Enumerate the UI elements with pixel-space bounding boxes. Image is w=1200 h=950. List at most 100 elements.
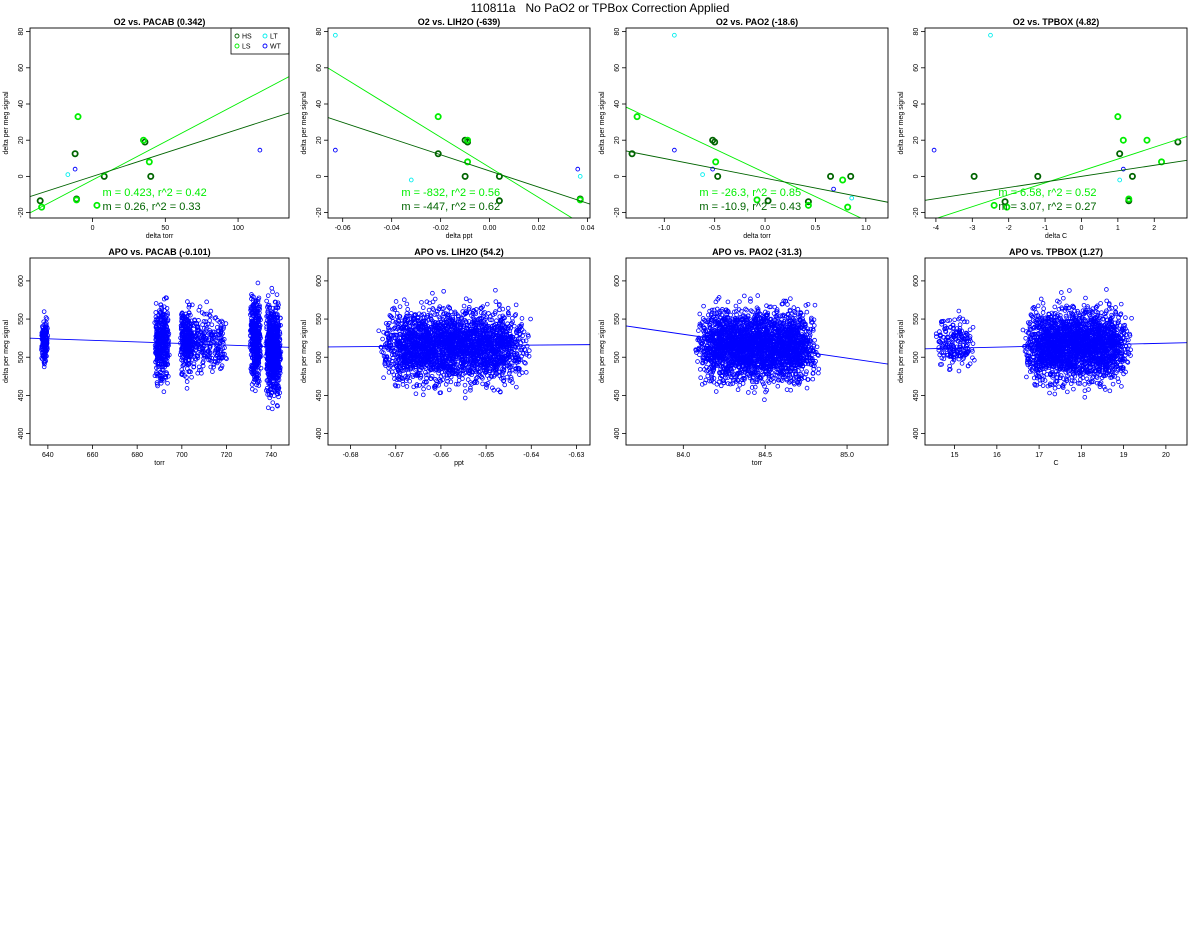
point-apo	[522, 360, 527, 365]
point-apo	[485, 356, 490, 361]
point-apo	[482, 347, 488, 353]
point-apo	[392, 348, 397, 354]
point-apo	[160, 364, 166, 369]
point-apo	[448, 309, 454, 315]
point-lt	[988, 32, 993, 38]
point-wt	[575, 166, 581, 172]
y-axis-label: delta per meg signal	[301, 91, 308, 154]
point-apo	[178, 349, 184, 355]
point-apo	[428, 362, 434, 368]
point-apo	[201, 311, 207, 317]
fit-label-ls: m = 0.423, r^2 = 0.42	[103, 187, 207, 199]
point-apo	[271, 331, 276, 337]
point-apo	[271, 366, 276, 372]
point-hs	[461, 172, 469, 180]
y-tick-label: 600	[18, 275, 25, 287]
point-apo	[441, 364, 447, 370]
point-apo	[438, 360, 443, 366]
point-apo	[186, 310, 192, 315]
x-tick-label: 0.02	[532, 225, 546, 232]
point-apo	[483, 382, 489, 387]
point-apo	[424, 354, 429, 359]
point-apo	[397, 314, 403, 319]
point-apo	[165, 380, 170, 386]
plot-area	[328, 287, 590, 401]
plot-area	[925, 32, 1187, 218]
point-apo	[215, 350, 221, 356]
chart-panel-5: APO vs. PACAB (-0.101)640 660 680 700 720 740…	[3, 247, 290, 467]
y-tick-label: 60	[614, 64, 621, 72]
point-apo	[42, 359, 47, 365]
point-apo	[415, 315, 421, 321]
point-apo	[184, 353, 190, 359]
point-apo	[420, 352, 425, 357]
point-apo	[277, 390, 283, 396]
point-apo	[269, 372, 275, 378]
point-apo	[188, 349, 194, 355]
point-apo	[491, 322, 497, 328]
page-title: 110811a No PaO2 or TPBox Correction Appl…	[470, 1, 730, 15]
point-apo	[469, 372, 474, 377]
point-apo	[387, 313, 393, 318]
point-apo	[466, 307, 472, 312]
y-tick-label: 0	[316, 174, 323, 178]
point-apo	[455, 313, 461, 319]
point-apo	[271, 393, 277, 399]
point-apo	[276, 385, 281, 391]
point-apo	[195, 355, 201, 361]
point-apo	[255, 380, 261, 386]
x-tick-label: -1	[1042, 225, 1048, 232]
point-apo	[479, 363, 485, 369]
point-apo	[275, 330, 280, 335]
x-tick-label: -0.02	[433, 225, 449, 232]
point-apo	[405, 374, 410, 380]
point-apo	[452, 322, 458, 327]
point-apo	[401, 297, 407, 303]
point-apo	[254, 350, 259, 356]
point-hs	[847, 172, 855, 180]
point-apo	[395, 383, 401, 389]
point-apo	[155, 364, 161, 370]
y-tick-label: 550	[316, 313, 323, 325]
point-apo	[257, 324, 262, 330]
point-apo	[459, 350, 465, 356]
point-apo	[462, 370, 468, 376]
point-apo	[212, 359, 218, 365]
point-apo	[501, 378, 506, 384]
point-apo	[275, 312, 280, 317]
point-apo	[498, 347, 504, 353]
point-apo	[254, 337, 260, 342]
point-apo	[381, 344, 387, 350]
point-apo	[450, 322, 456, 328]
point-ls	[839, 176, 847, 184]
point-apo	[277, 368, 283, 374]
point-apo	[216, 345, 222, 350]
y-tick-label: 0	[913, 174, 920, 178]
point-apo	[423, 379, 429, 384]
point-apo	[270, 400, 276, 405]
point-apo	[460, 323, 466, 329]
point-apo	[484, 325, 489, 330]
point-apo	[179, 372, 185, 378]
point-apo	[207, 318, 212, 323]
point-apo	[211, 339, 216, 345]
point-apo	[253, 363, 259, 369]
point-apo	[249, 382, 255, 387]
fit-label-ls: m = -26.3, r^2 = 0.85	[699, 187, 801, 199]
x-tick-label: 50	[161, 225, 169, 232]
point-apo	[523, 360, 528, 366]
point-apo	[423, 372, 429, 378]
point-apo	[275, 333, 281, 338]
point-hs	[1128, 172, 1136, 180]
point-apo	[217, 355, 222, 361]
point-apo	[275, 371, 280, 376]
point-apo	[517, 372, 522, 377]
point-apo	[161, 312, 167, 318]
point-lt	[672, 32, 677, 38]
point-apo	[268, 317, 274, 323]
point-apo	[480, 304, 485, 309]
point-apo	[493, 309, 498, 314]
y-tick-label: -20	[614, 207, 621, 217]
point-apo	[437, 304, 443, 309]
y-tick-label: 550	[18, 313, 25, 325]
